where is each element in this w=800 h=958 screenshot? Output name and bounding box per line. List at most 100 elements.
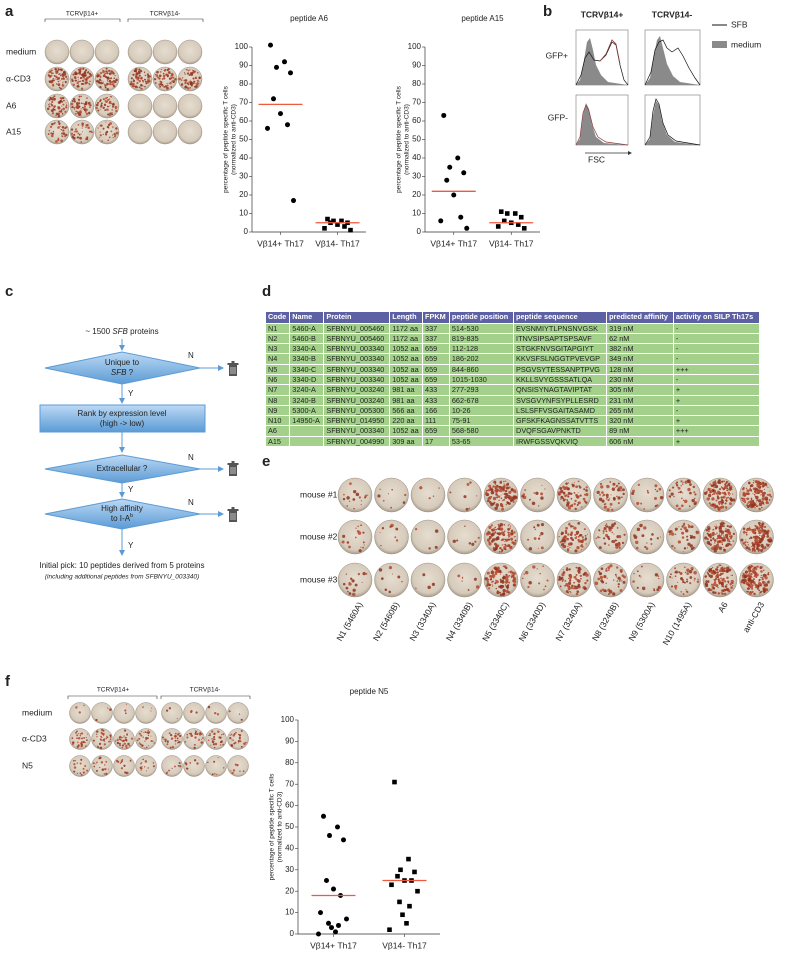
well-spot xyxy=(712,531,715,535)
header-cell: peptide sequence xyxy=(514,312,607,323)
well-spot xyxy=(533,537,537,540)
well-plate xyxy=(374,562,409,598)
well-spot xyxy=(438,487,440,489)
well-spot xyxy=(750,501,754,504)
well-spot xyxy=(595,537,597,539)
y-tick-label: 100 xyxy=(235,42,249,51)
well-spot xyxy=(503,575,505,577)
well-spot xyxy=(720,533,723,536)
well-spot xyxy=(139,69,143,73)
well-spot xyxy=(60,105,62,107)
well-spot xyxy=(395,527,399,531)
well-plate xyxy=(127,119,153,145)
well-spot xyxy=(720,592,722,594)
well-spot xyxy=(124,736,127,739)
well-spot xyxy=(598,572,602,576)
well-spot xyxy=(506,501,509,504)
table-row: N6 3340-D SFBNYU_003340 1052 aa 659 1015-1030… xyxy=(266,374,759,385)
well-spot xyxy=(586,579,589,582)
well-spot xyxy=(88,130,91,133)
well-spot xyxy=(110,96,113,98)
cell: N8 xyxy=(266,395,290,405)
well-spot xyxy=(139,766,142,769)
well-spot xyxy=(539,572,541,575)
data-point xyxy=(501,218,507,224)
well-spot xyxy=(582,538,585,541)
well-spot xyxy=(102,70,105,74)
well xyxy=(69,755,91,777)
well-spot xyxy=(745,487,748,489)
well-spot xyxy=(60,77,64,80)
well-spot xyxy=(494,506,498,511)
y-tick-label: 10 xyxy=(412,209,421,218)
well-spot xyxy=(201,737,204,739)
well-spot xyxy=(585,489,588,492)
well-spot xyxy=(188,81,190,83)
well-spot xyxy=(640,502,643,505)
well-spot xyxy=(78,133,81,136)
well-spot xyxy=(755,495,759,500)
well-spot xyxy=(473,577,477,581)
well-spot xyxy=(80,95,83,98)
well-spot xyxy=(106,736,109,739)
cell: 514-530 xyxy=(449,323,514,333)
well-spot xyxy=(395,539,399,542)
y-tick-label: 100 xyxy=(281,715,295,724)
well-spot xyxy=(765,543,768,546)
well-spot xyxy=(747,547,751,551)
well-spot xyxy=(741,487,745,491)
well-spot xyxy=(717,508,721,512)
well-spot xyxy=(654,484,658,488)
cell: GFSKFKAGNSSATVTTS xyxy=(514,416,607,426)
well-spot xyxy=(187,69,189,71)
well-spot xyxy=(504,489,508,493)
y-tick-label: 10 xyxy=(239,209,248,218)
well-spot xyxy=(746,504,750,508)
well-spot xyxy=(200,733,203,735)
well-spot xyxy=(196,79,199,82)
well-spot xyxy=(573,587,576,590)
well-spot xyxy=(72,759,75,762)
well-spot xyxy=(106,96,108,99)
well-spot xyxy=(238,713,241,715)
well-spot xyxy=(761,576,764,579)
well-spot xyxy=(174,765,176,768)
well-spot xyxy=(107,139,109,142)
well-spot xyxy=(83,103,87,106)
well-spot xyxy=(716,566,719,569)
well-spot xyxy=(727,491,730,495)
header-cell: FPKM xyxy=(423,312,449,323)
well-spot xyxy=(501,571,503,573)
well-spot xyxy=(756,492,759,494)
well-spot xyxy=(99,124,102,127)
well-spot xyxy=(491,569,494,571)
well-spot xyxy=(186,72,190,75)
well-spot xyxy=(488,525,492,530)
well-spot xyxy=(46,107,50,111)
well-spot xyxy=(759,531,762,534)
well-plate xyxy=(135,702,157,724)
well-spot xyxy=(103,103,107,107)
well-spot xyxy=(346,541,350,544)
well-spot xyxy=(567,482,570,484)
well-spot xyxy=(156,75,158,77)
well-spot xyxy=(140,762,142,765)
data-point xyxy=(331,218,336,224)
well-spot xyxy=(65,102,67,104)
well-spot xyxy=(238,734,242,737)
well-spot xyxy=(102,69,104,71)
well-spot xyxy=(187,70,190,72)
well xyxy=(739,562,774,598)
cell: 186-202 xyxy=(449,354,514,364)
peptide-table: Code Name Protein Length FPKM peptide positio… xyxy=(265,311,760,448)
well-spot xyxy=(97,746,100,749)
well-spot xyxy=(709,574,713,579)
well-spot xyxy=(603,575,606,579)
well-spot xyxy=(123,735,125,737)
well-spot xyxy=(500,548,502,550)
well-spot xyxy=(82,67,85,70)
well-spot xyxy=(496,496,499,499)
well-spot xyxy=(674,567,677,570)
well-spot xyxy=(500,480,502,483)
data-point xyxy=(387,927,392,933)
